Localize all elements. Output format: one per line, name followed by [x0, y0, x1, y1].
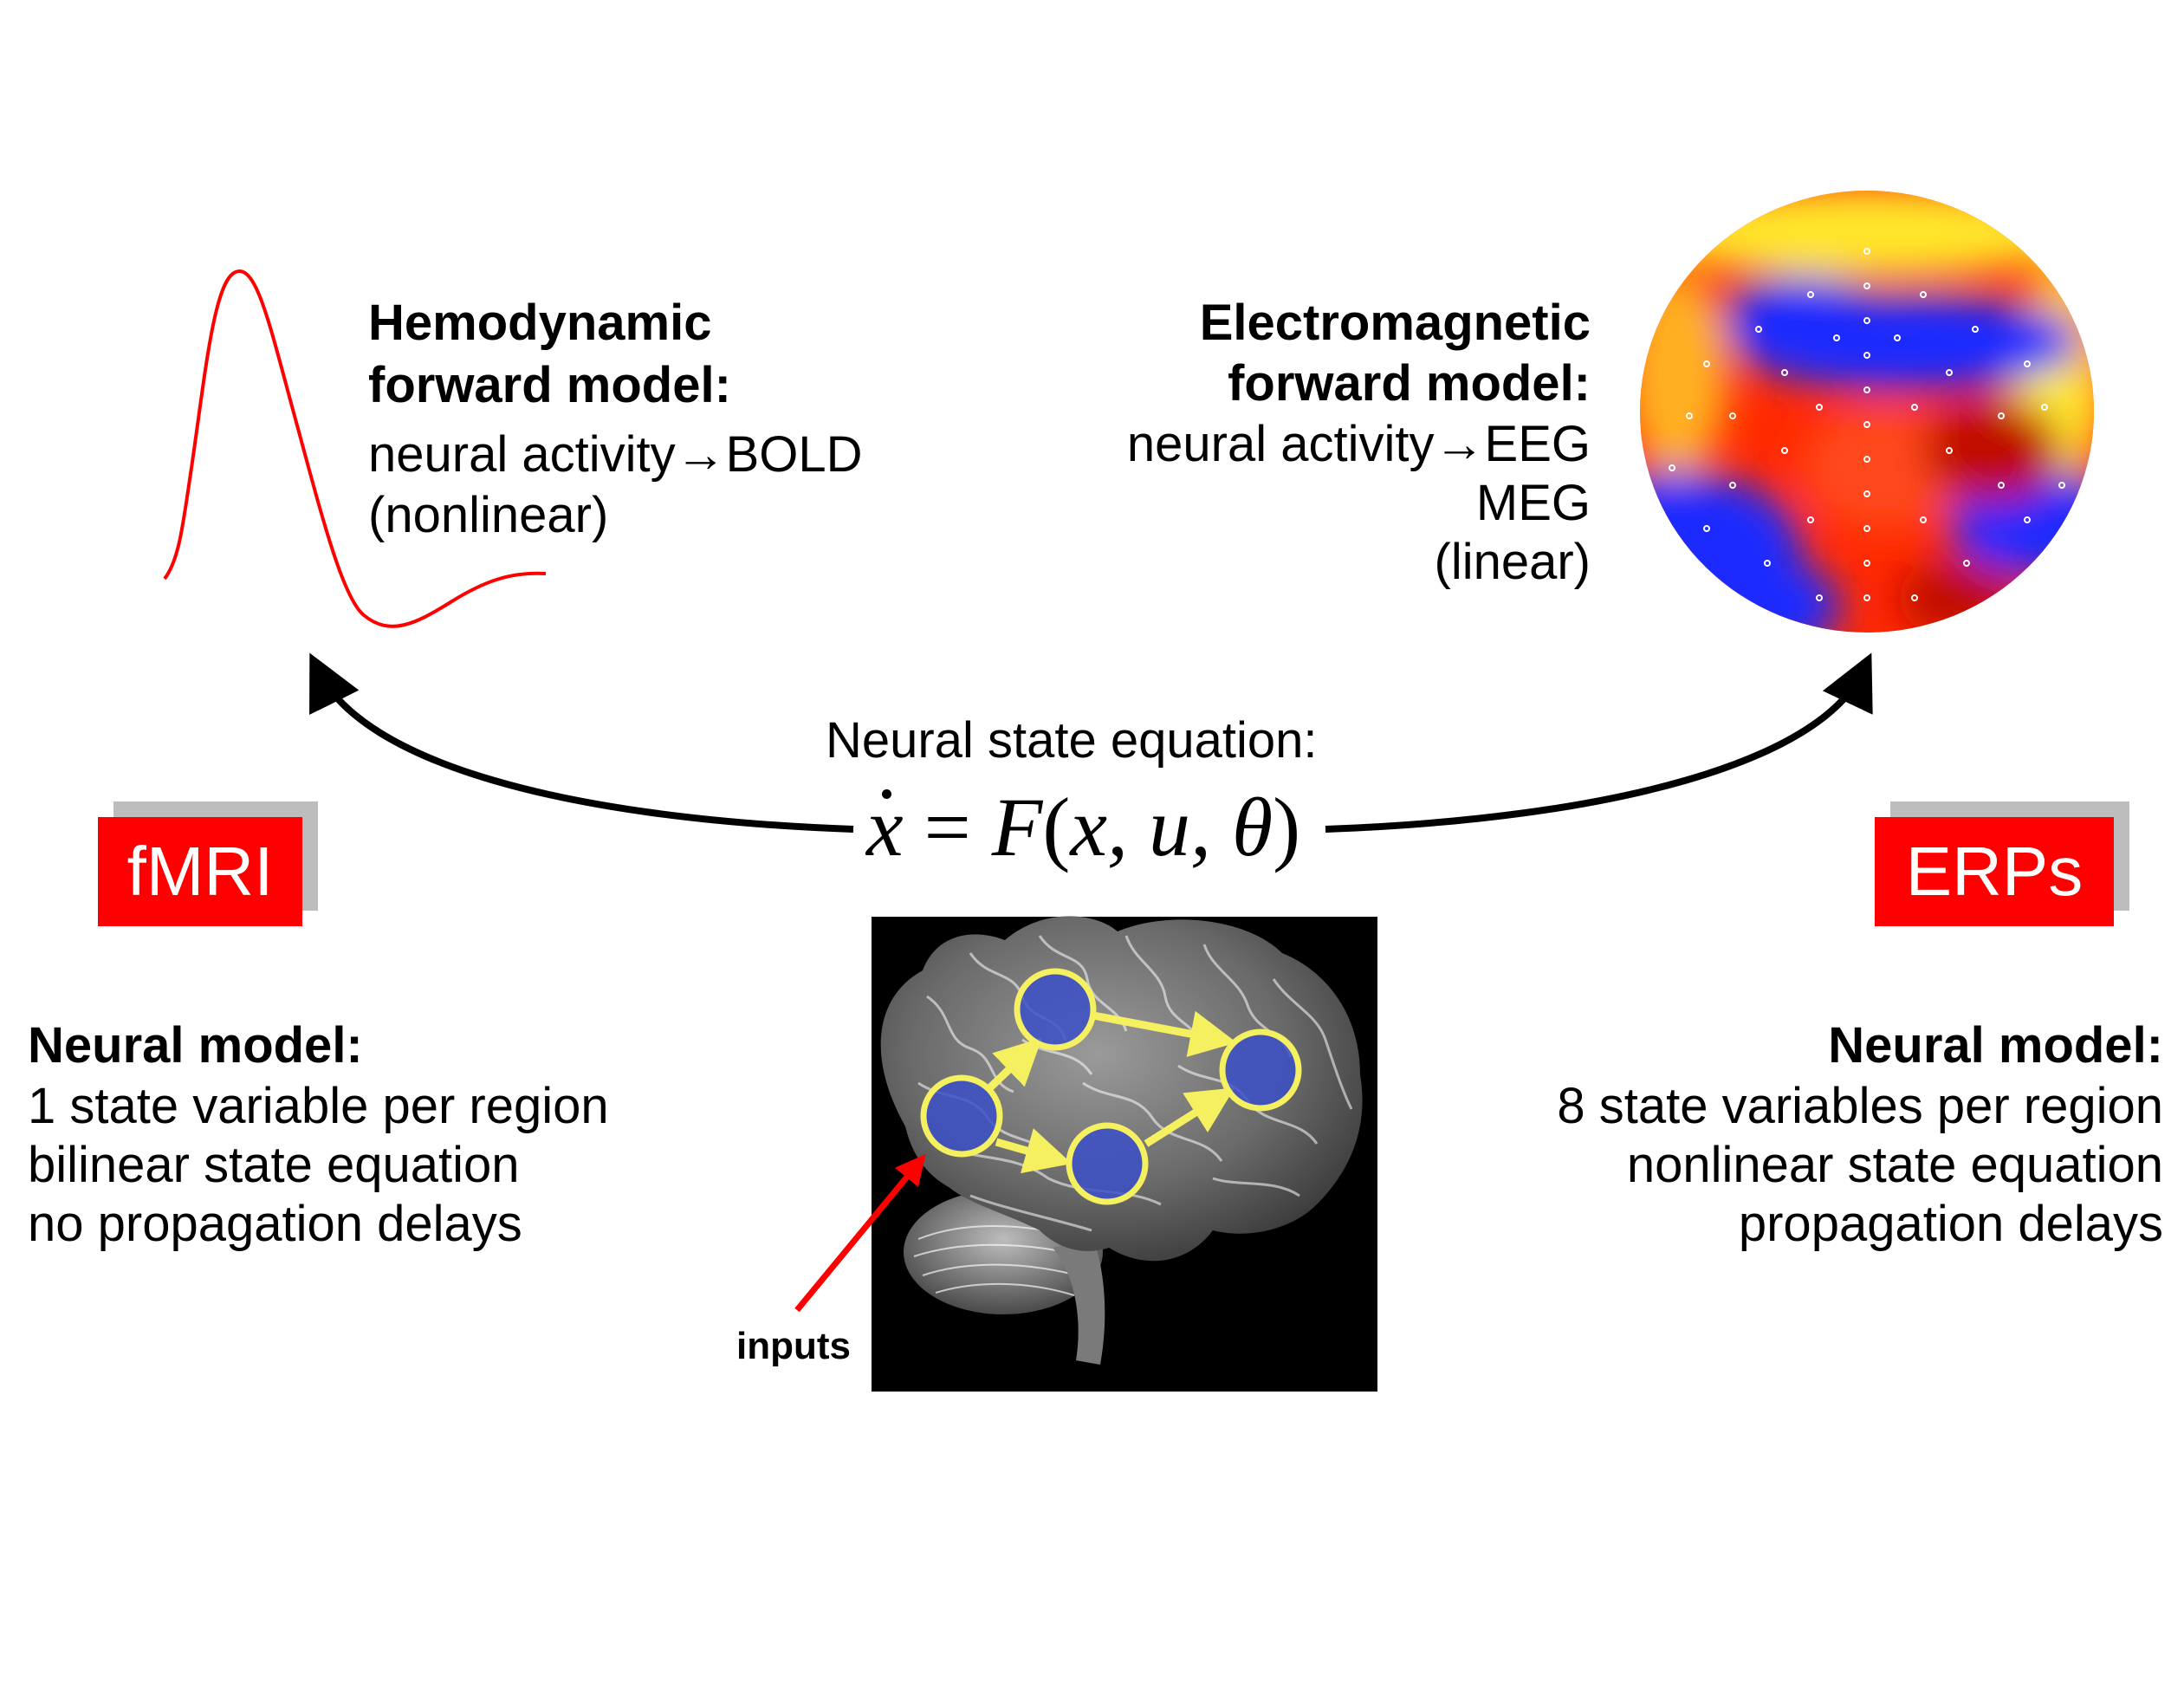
erp-neural-line-1: 8 state variables per region	[1557, 1078, 2163, 1134]
brain-region-a	[920, 1074, 1003, 1158]
arrow-to-hemodynamic	[309, 652, 854, 833]
hemodynamic-title-2: forward model:	[368, 357, 731, 413]
fmri-neural-line-1: 1 state variable per region	[28, 1078, 609, 1134]
fmri-neural-line-3: no propagation delays	[28, 1196, 522, 1252]
connection-arrow-a-to-c	[995, 1128, 1073, 1174]
equation-equals: =	[903, 781, 992, 873]
electromagnetic-title-2: forward model:	[1228, 355, 1591, 412]
equation-title: Neural state equation:	[826, 712, 1318, 769]
erp-neural-line-2: nonlinear state equation	[1626, 1137, 2163, 1193]
equation-arguments: x, u, θ	[1070, 781, 1273, 873]
arrow-to-electromagnetic	[1325, 652, 1873, 833]
fmri-badge: fMRI	[98, 817, 302, 926]
equation-open-paren: (	[1042, 781, 1071, 873]
inputs-label: inputs	[736, 1325, 851, 1367]
time-derivative-dot	[882, 789, 892, 799]
brain-region-c	[1066, 1122, 1149, 1205]
hemodynamic-title-1: Hemodynamic	[368, 295, 712, 351]
cerebrum	[880, 916, 1363, 1262]
equation-close-paren: )	[1273, 781, 1301, 873]
electromagnetic-title-1: Electromagnetic	[1199, 295, 1591, 351]
input-arrow	[794, 1153, 926, 1313]
connection-arrow-c-to-d	[1144, 1087, 1235, 1147]
electromagnetic-linearity: (linear)	[1434, 534, 1591, 590]
brain-region-b	[1014, 968, 1097, 1051]
erp-neural-line-3: propagation delays	[1738, 1196, 2163, 1252]
fmri-neural-model-title: Neural model:	[28, 1017, 363, 1074]
connection-arrow-a-to-b	[984, 1037, 1042, 1093]
fmri-neural-line-2: bilinear state equation	[28, 1137, 520, 1193]
equation-function: F	[991, 781, 1043, 873]
brain-region-d	[1219, 1028, 1302, 1112]
brainstem	[1053, 1239, 1105, 1365]
erp-neural-model-title: Neural model:	[1828, 1017, 2163, 1074]
neural-state-equation: x = F(x, u, θ)	[866, 784, 1300, 871]
electromagnetic-mapping: neural activity→EEG	[1126, 416, 1591, 472]
hemodynamic-linearity: (nonlinear)	[368, 487, 609, 543]
connection-arrow-b-to-d	[1092, 1010, 1237, 1057]
erps-badge: ERPs	[1875, 817, 2114, 926]
equation-lhs: x	[866, 781, 904, 873]
hemodynamic-mapping: neural activity→BOLD	[368, 426, 863, 483]
electromagnetic-meg: MEG	[1475, 475, 1591, 531]
